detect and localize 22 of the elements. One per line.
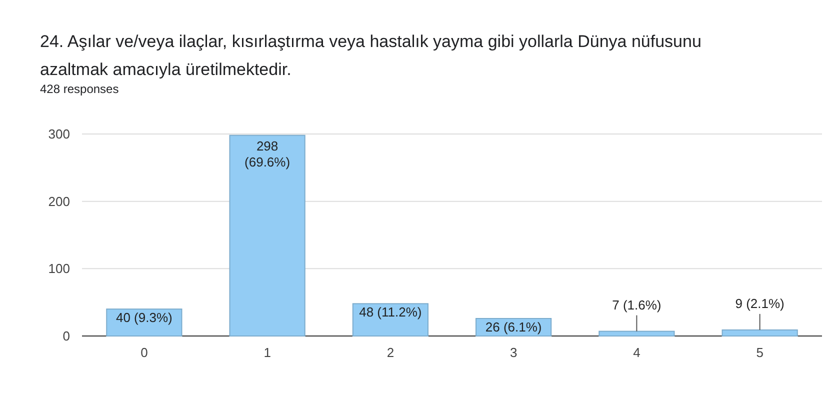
data-label: 298 (69.6%) [244, 138, 290, 170]
bar [229, 134, 306, 336]
y-tick-label: 100 [48, 261, 70, 276]
bar [352, 303, 428, 336]
data-label: 7 (1.6%) [612, 297, 662, 312]
chart-title: 24. Aşılar ve/veya ilaçlar, kısırlaştırma veya hastalık yayma gibi yollarla Dünya nüfusunu azaltmak amacıyla üretilmektedir. [40, 32, 702, 79]
x-tick-label: 4 [633, 345, 640, 360]
data-label: 40 (9.3%) [116, 310, 172, 326]
data-label: 48 (11.2%) [359, 304, 422, 320]
x-tick-label: 2 [386, 345, 394, 360]
bar [722, 329, 798, 336]
data-label: 26 (6.1%) [485, 319, 542, 334]
x-tick-label: 3 [510, 345, 518, 360]
bar [598, 330, 675, 336]
y-tick-label: 0 [62, 328, 70, 344]
y-tick-label: 200 [48, 194, 70, 209]
x-tick-label: 1 [264, 345, 271, 360]
y-tick-label: 300 [48, 126, 70, 142]
chart-subtitle: 428 responses [40, 82, 119, 96]
data-label: 9 (2.1%) [735, 296, 784, 311]
x-tick-label: 0 [140, 345, 148, 360]
x-tick-label: 5 [756, 345, 764, 360]
